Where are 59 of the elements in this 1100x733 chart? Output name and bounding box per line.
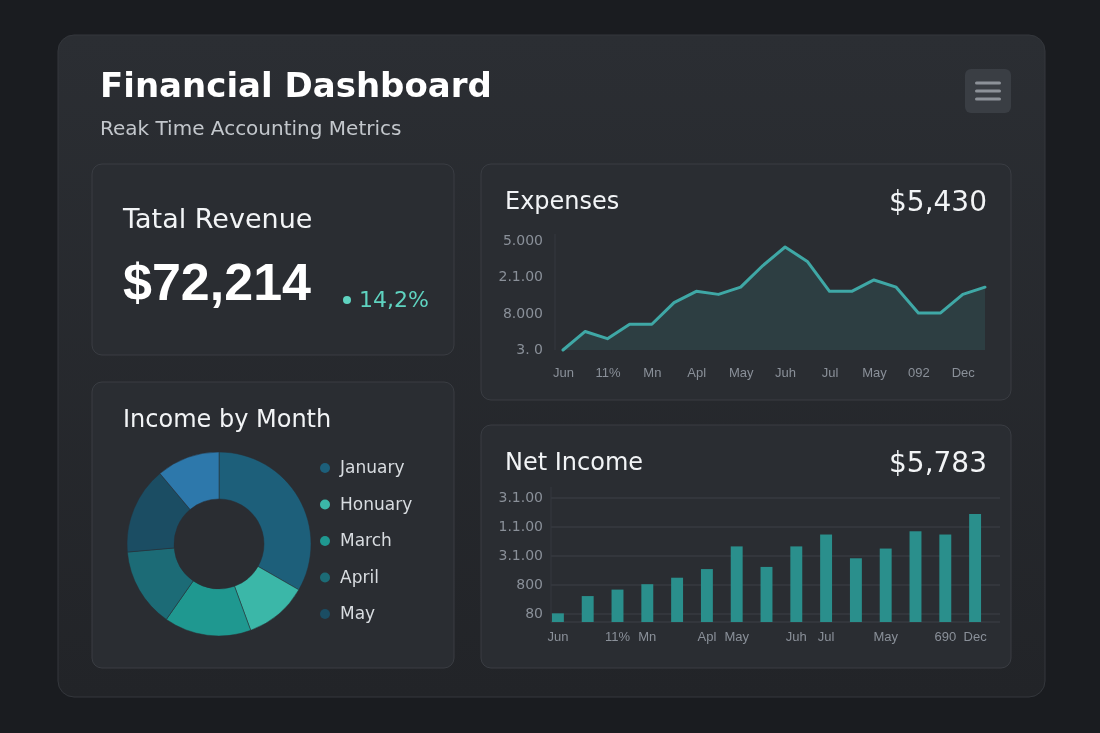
text: 80 bbox=[525, 605, 543, 622]
x-tick-label: May bbox=[728, 365, 754, 381]
x-tick-label: Jul bbox=[817, 629, 835, 645]
bar bbox=[760, 566, 773, 622]
x-tick-label: Jul bbox=[821, 365, 839, 381]
text: $72,214 bbox=[123, 253, 312, 311]
bar bbox=[671, 577, 684, 622]
text: Financial Dashboard bbox=[100, 65, 492, 105]
text: 8.000 bbox=[502, 304, 543, 321]
x-tick-label: Apl bbox=[687, 365, 707, 381]
x-tick-label: 092 bbox=[908, 365, 930, 381]
bar bbox=[820, 534, 833, 622]
text: 800 bbox=[516, 576, 543, 593]
legend-label: Honuary bbox=[340, 493, 413, 514]
x-tick-label: 11% bbox=[595, 365, 621, 381]
x-tick-label: 11% bbox=[604, 629, 631, 645]
x-tick-label: 690 bbox=[934, 629, 957, 645]
text: Tatal Revenue bbox=[122, 203, 313, 234]
bar bbox=[581, 596, 594, 622]
x-tick-label: Dec bbox=[963, 629, 988, 645]
x-tick-label: May bbox=[873, 629, 899, 645]
x-tick-label: Jun bbox=[547, 629, 569, 645]
legend-label: March bbox=[340, 530, 392, 550]
bar bbox=[790, 546, 803, 622]
chart-title: Income by Month bbox=[123, 405, 332, 433]
legend-label: January bbox=[339, 457, 405, 477]
chart-title: Expenses bbox=[505, 187, 620, 215]
x-tick-label: Juh bbox=[785, 629, 807, 645]
text: 3.1.00 bbox=[498, 489, 543, 506]
text: 5.000 bbox=[502, 231, 543, 248]
x-tick-label: Mn bbox=[638, 629, 657, 645]
x-tick-label: May bbox=[862, 365, 888, 381]
bar bbox=[700, 569, 713, 622]
text: $5,430 bbox=[889, 185, 987, 218]
text: 1.1.00 bbox=[498, 518, 543, 535]
x-tick-label: Dec bbox=[951, 365, 976, 381]
bar bbox=[849, 558, 862, 622]
text: 3.1.00 bbox=[498, 547, 543, 564]
text: 14,2% bbox=[359, 287, 429, 312]
text: $5,783 bbox=[889, 446, 987, 479]
bar bbox=[909, 531, 922, 622]
bar bbox=[939, 534, 952, 622]
text: 2.1.00 bbox=[498, 268, 543, 285]
bar bbox=[879, 548, 892, 622]
bar bbox=[730, 546, 743, 622]
legend-label: April bbox=[340, 566, 379, 587]
x-tick-label: Apl bbox=[697, 629, 717, 645]
bar bbox=[969, 514, 982, 622]
bar bbox=[551, 613, 564, 622]
legend-label: May bbox=[340, 603, 376, 623]
text: Reak Time Accounting Metrics bbox=[100, 116, 402, 140]
x-tick-label: May bbox=[724, 629, 750, 645]
bar bbox=[611, 589, 624, 622]
chart-title: Net Income bbox=[505, 448, 644, 476]
bar bbox=[641, 584, 654, 622]
x-tick-label: Mn bbox=[643, 365, 662, 381]
x-tick-label: Juh bbox=[775, 365, 797, 381]
x-tick-label: Jun bbox=[553, 365, 574, 381]
text: 3. 0 bbox=[516, 341, 543, 358]
